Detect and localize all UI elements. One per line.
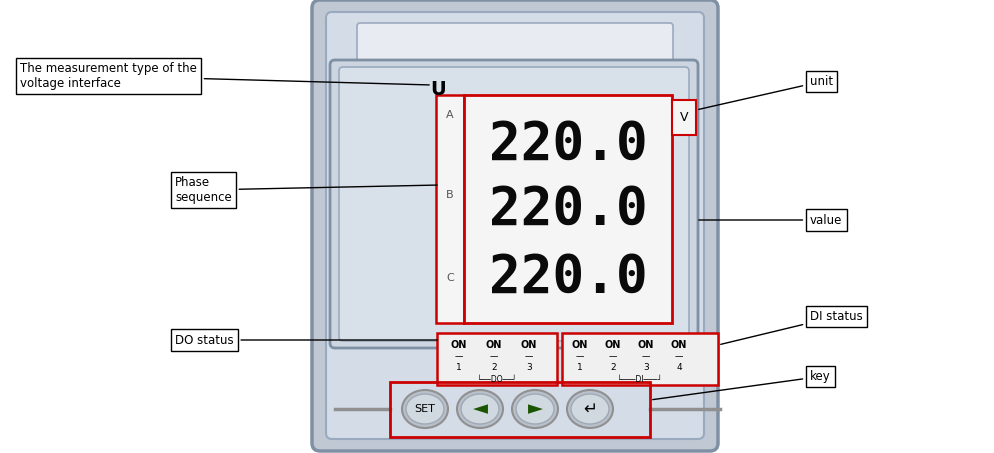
Text: ON: ON <box>572 340 587 350</box>
Ellipse shape <box>516 394 554 424</box>
Text: └──DO──┘: └──DO──┘ <box>477 375 516 384</box>
Text: ON: ON <box>604 340 620 350</box>
Text: The measurement type of the
voltage interface: The measurement type of the voltage inte… <box>20 62 428 90</box>
Text: 2: 2 <box>491 362 496 371</box>
Bar <box>435 95 463 323</box>
Text: ON: ON <box>485 340 502 350</box>
Text: 220.0: 220.0 <box>488 119 647 171</box>
Text: —: — <box>641 352 649 361</box>
Text: —: — <box>454 352 463 361</box>
Text: ON: ON <box>450 340 467 350</box>
Text: —: — <box>674 352 683 361</box>
Ellipse shape <box>460 394 499 424</box>
Text: C: C <box>445 273 453 283</box>
Bar <box>463 95 671 323</box>
Text: B: B <box>445 190 453 200</box>
Text: └───DI───┘: └───DI───┘ <box>617 375 662 384</box>
Text: 2: 2 <box>609 362 615 371</box>
Text: V: V <box>679 111 688 124</box>
Text: DI status: DI status <box>720 310 862 344</box>
Text: A: A <box>445 110 453 120</box>
FancyBboxPatch shape <box>330 60 698 348</box>
Text: —: — <box>576 352 583 361</box>
Text: 1: 1 <box>577 362 582 371</box>
Bar <box>436 333 557 385</box>
Text: 4: 4 <box>676 362 681 371</box>
Text: ON: ON <box>670 340 687 350</box>
Text: ↵: ↵ <box>582 400 596 418</box>
FancyBboxPatch shape <box>312 0 718 451</box>
Text: ON: ON <box>520 340 537 350</box>
Text: ►: ► <box>527 400 542 419</box>
Text: 220.0: 220.0 <box>488 184 647 236</box>
Text: 3: 3 <box>642 362 648 371</box>
Text: key: key <box>652 370 830 400</box>
Text: value: value <box>698 213 842 226</box>
FancyBboxPatch shape <box>339 67 688 341</box>
Text: —: — <box>608 352 616 361</box>
Ellipse shape <box>571 394 608 424</box>
Text: ◄: ◄ <box>472 400 487 419</box>
Text: U: U <box>429 80 445 99</box>
Bar <box>671 100 695 135</box>
Text: —: — <box>524 352 533 361</box>
Ellipse shape <box>567 390 612 428</box>
Bar <box>562 333 718 385</box>
Text: ON: ON <box>637 340 653 350</box>
Text: unit: unit <box>698 75 832 109</box>
FancyBboxPatch shape <box>357 23 672 67</box>
Text: DO status: DO status <box>175 333 436 347</box>
Ellipse shape <box>406 394 443 424</box>
Ellipse shape <box>456 390 503 428</box>
Text: SET: SET <box>414 404 435 414</box>
Text: 3: 3 <box>526 362 532 371</box>
Ellipse shape <box>402 390 447 428</box>
FancyBboxPatch shape <box>326 12 704 439</box>
Text: —: — <box>489 352 498 361</box>
Ellipse shape <box>512 390 558 428</box>
Text: 220.0: 220.0 <box>488 252 647 304</box>
Text: Phase
sequence: Phase sequence <box>175 176 436 204</box>
Text: 1: 1 <box>455 362 461 371</box>
Bar <box>390 382 649 437</box>
